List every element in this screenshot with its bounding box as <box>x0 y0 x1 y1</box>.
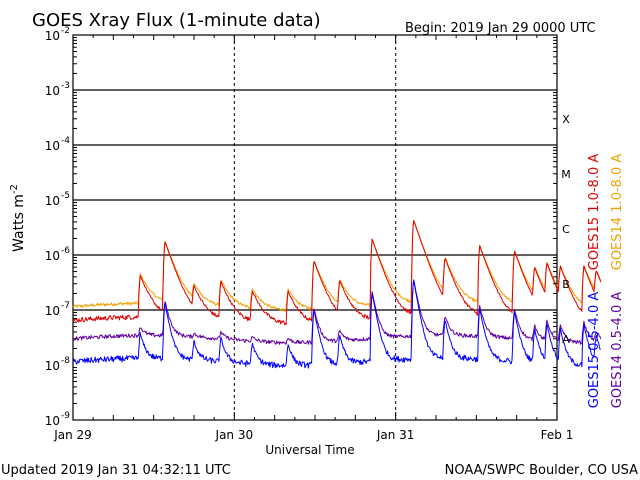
flare-class-label: A <box>562 333 570 346</box>
legend-entry: GOES14 0.5-4.0 A <box>610 292 625 409</box>
updated-timestamp: Updated 2019 Jan 31 04:32:11 UTC <box>1 463 231 478</box>
y-tick-exponent: -8 <box>61 356 70 366</box>
y-tick-exponent: -7 <box>61 301 70 311</box>
y-tick-label: 10 -4 <box>45 136 71 153</box>
y-axis-label-text: Watts m <box>11 194 27 252</box>
svg-text:Watts m-2: Watts m-2 <box>9 184 27 252</box>
legend-entry: GOES14 1.0-8.0 A <box>610 154 625 271</box>
y-axis-label: Watts m-2 <box>9 184 27 252</box>
y-tick-labels: 10-210-310-410-510-610-710-810-9 <box>45 26 71 428</box>
y-tick-label: 10 -8 <box>45 356 71 373</box>
y-tick-base: 10 <box>45 414 60 428</box>
flare-class-label: X <box>562 113 570 126</box>
y-tick-base: 10 <box>45 359 60 373</box>
axis-ticks <box>72 35 558 420</box>
y-tick-base: 10 <box>45 29 60 43</box>
y-axis-label-exponent: -2 <box>9 184 20 194</box>
legend-entry: GOES15 0.5-4.0 A <box>587 292 602 409</box>
y-tick-base: 10 <box>45 139 60 153</box>
y-tick-exponent: -9 <box>61 411 70 421</box>
y-tick-base: 10 <box>45 304 60 318</box>
y-tick-base: 10 <box>45 249 60 263</box>
chart-title: GOES Xray Flux (1-minute data) <box>32 10 321 31</box>
series-line <box>72 220 602 326</box>
y-tick-label: 10 -6 <box>45 246 71 263</box>
y-tick-base: 10 <box>45 84 60 98</box>
flare-class-label: M <box>561 168 571 181</box>
y-tick-exponent: -5 <box>61 191 70 201</box>
y-tick-label: 10 -7 <box>45 301 70 318</box>
y-tick-label: 10 -3 <box>45 81 70 98</box>
flare-class-label: B <box>562 278 570 291</box>
y-tick-exponent: -3 <box>61 81 70 91</box>
gridlines <box>73 35 557 420</box>
legend-entry: GOES15 1.0-8.0 A <box>587 154 602 271</box>
x-tick-label: Jan 30 <box>215 428 254 442</box>
begin-date: Begin: 2019 Jan 29 0000 UTC <box>405 21 596 36</box>
flare-class-label: C <box>562 223 570 236</box>
y-tick-label: 10 -5 <box>45 191 70 208</box>
series-line <box>72 280 601 369</box>
y-tick-exponent: -6 <box>61 246 70 256</box>
x-tick-label: Jan 31 <box>376 428 415 442</box>
plot-frame <box>72 34 558 421</box>
x-tick-label: Jan 29 <box>53 428 92 442</box>
x-axis-label: Universal Time <box>265 443 354 457</box>
plot-area <box>72 34 558 421</box>
series-layer <box>72 219 602 369</box>
y-tick-exponent: -4 <box>61 136 70 146</box>
legend: GOES15 1.0-8.0 A GOES14 1.0-8.0 A GOES15 0… <box>587 154 625 409</box>
y-tick-exponent: -2 <box>61 26 70 36</box>
credit-line: NOAA/SWPC Boulder, CO USA <box>445 463 638 478</box>
flare-class-labels: X M C B A <box>561 113 571 346</box>
y-tick-label: 10 -2 <box>45 26 70 43</box>
y-tick-base: 10 <box>45 194 60 208</box>
y-tick-label: 10 -9 <box>45 411 71 428</box>
x-tick-label: Feb 1 <box>541 428 574 442</box>
x-tick-labels: Jan 29 Jan 30 Jan 31 Feb 1 <box>53 428 573 442</box>
